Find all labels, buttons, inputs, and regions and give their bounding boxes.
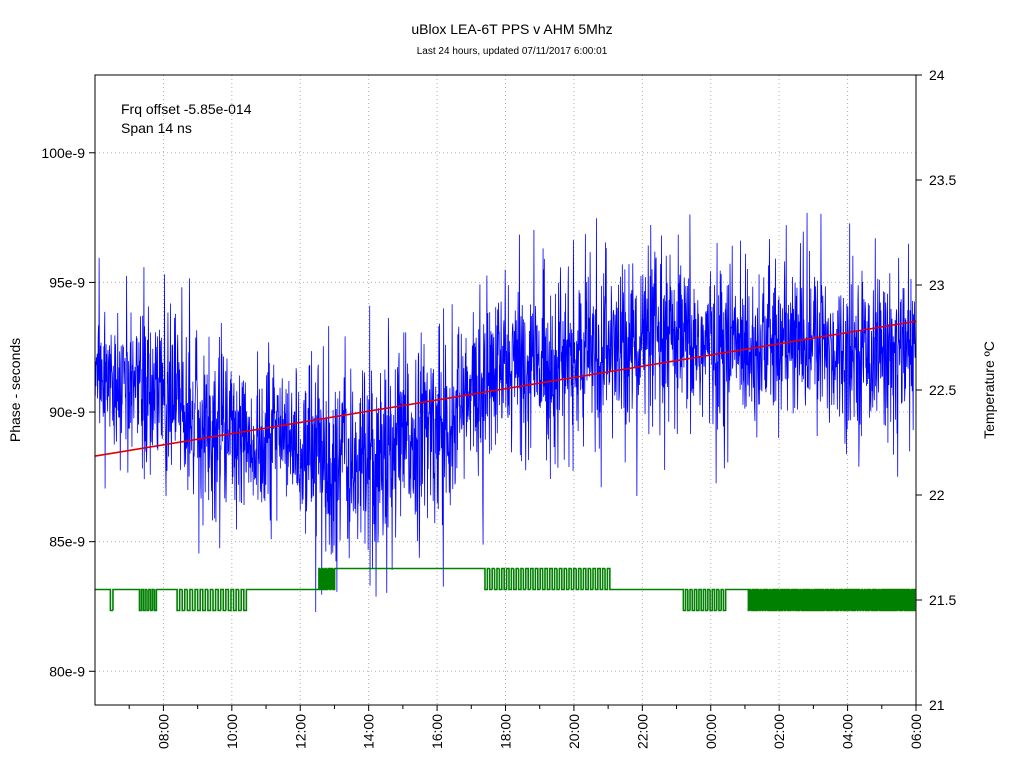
temperature-series-line (95, 567, 916, 612)
annotation-span: Span 14 ns (121, 120, 192, 136)
x-tick-label: 06:00 (908, 714, 924, 749)
y-tick-label: 80e-9 (49, 663, 85, 679)
y-tick-label: 90e-9 (49, 404, 85, 420)
y2-axis-label: Temperature ºC (981, 341, 997, 439)
x-tick-label: 12:00 (292, 714, 308, 749)
x-tick-label: 04:00 (840, 714, 856, 749)
y2-tick-label: 23 (929, 277, 945, 293)
y-axis-right: 24 23.5 23 22.5 22 21.5 21 (916, 67, 956, 713)
x-tick-label: 22:00 (634, 714, 650, 749)
x-tick-label: 10:00 (224, 714, 240, 749)
y-axis-label: Phase - seconds (7, 338, 23, 442)
x-tick-label: 08:00 (155, 714, 171, 749)
y2-tick-label: 24 (929, 67, 945, 83)
y2-tick-label: 21.5 (929, 592, 956, 608)
y-tick-label: 100e-9 (41, 145, 85, 161)
y2-tick-label: 22 (929, 487, 945, 503)
y-tick-label: 95e-9 (49, 274, 85, 290)
y-tick-label: 85e-9 (49, 534, 85, 550)
chart-title: uBlox LEA-6T PPS v AHM 5Mhz (411, 21, 612, 37)
x-tick-label: 14:00 (361, 714, 377, 749)
x-tick-label: 00:00 (703, 714, 719, 749)
trend-line (95, 320, 916, 457)
y2-tick-label: 22.5 (929, 382, 956, 398)
y-axis-left: 100e-9 95e-9 90e-9 85e-9 80e-9 (41, 145, 95, 679)
x-tick-label: 20:00 (566, 714, 582, 749)
x-tick-label: 18:00 (498, 714, 514, 749)
y2-tick-label: 21 (929, 697, 945, 713)
plot-series (95, 212, 916, 612)
y2-tick-label: 23.5 (929, 172, 956, 188)
x-axis: 08:00 10:00 12:00 14:00 16:00 18:00 20:00 22:00… (128, 705, 924, 749)
chart-subtitle: Last 24 hours, updated 07/11/2017 6:00:0… (417, 46, 608, 57)
annotation-frq-offset: Frq offset -5.85e-014 (121, 101, 252, 117)
x-tick-label: 02:00 (771, 714, 787, 749)
x-tick-label: 16:00 (429, 714, 445, 749)
